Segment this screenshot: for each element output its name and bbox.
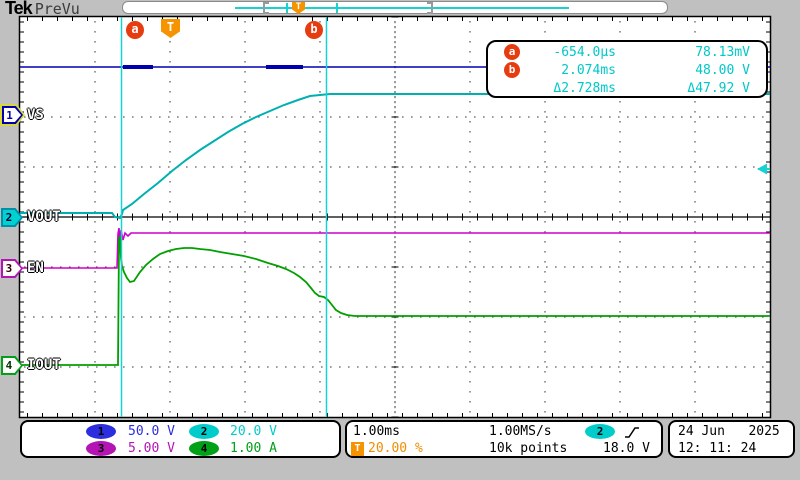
- channel2-ground-marker[interactable]: 2: [1, 208, 23, 227]
- cursor-b-marker[interactable]: b: [305, 21, 323, 39]
- channel1-badge[interactable]: 1: [86, 424, 116, 439]
- cursor-delta-time: Δ2.728ms: [553, 80, 616, 96]
- cursor-delta-value: Δ47.92 V: [687, 80, 750, 96]
- cursor-a-value: 78.13mV: [695, 44, 750, 60]
- channel2-number: 2: [5, 211, 13, 224]
- channel4-number: 4: [5, 359, 13, 372]
- trigger-source-badge[interactable]: 2: [585, 424, 615, 439]
- channel4-badge[interactable]: 4: [189, 441, 219, 456]
- logo: Tek PreVu: [5, 0, 80, 19]
- cursor-b-tick: [336, 3, 338, 13]
- trigger-position-icon-small: T: [351, 442, 364, 456]
- cursor-a-badge: a: [504, 44, 520, 60]
- sample-rate-readout: 1.00MS/s: [489, 424, 552, 439]
- cursor-a-marker[interactable]: a: [126, 21, 144, 39]
- cursor-a-time: -654.0µs: [553, 44, 616, 60]
- horizontal-trigger-box: 1.00ms 1.00MS/s 2 T 20.00 % 10k points 1…: [345, 420, 663, 458]
- acquisition-overview-bar: T: [122, 1, 668, 14]
- channel2-scale: 20.0 V: [230, 424, 277, 439]
- window-bracket-left: [263, 2, 269, 14]
- channel2-label: VOUT: [27, 209, 61, 225]
- cursor-b-badge: b: [504, 62, 520, 78]
- cursor-b-time: 2.074ms: [561, 62, 616, 78]
- cursor-a-row: a -654.0µs 78.13mV: [488, 43, 766, 61]
- channel1-label: VS: [27, 107, 44, 123]
- channel4-label: IOUT: [27, 357, 61, 373]
- timebase-readout: 1.00ms: [353, 424, 400, 439]
- cursor-readout-box: a -654.0µs 78.13mV b 2.074ms 48.00 V Δ2.…: [486, 40, 768, 98]
- time-readout: 12: 11: 24: [678, 441, 757, 456]
- record-length-readout: 10k points: [489, 441, 568, 456]
- channel1-selected-highlight: 1: [0, 104, 25, 126]
- trigger-position-marker[interactable]: T: [161, 19, 180, 38]
- tek-logo: Tek: [5, 0, 33, 18]
- trace-iout-ch4: [20, 235, 770, 366]
- trigger-level-readout: 18.0 V: [603, 441, 650, 456]
- window-bracket-right: [427, 2, 433, 14]
- channel1-number: 1: [6, 108, 13, 122]
- channel1-scale: 50.0 V: [128, 424, 175, 439]
- trigger-level-arrow: [757, 163, 767, 175]
- date-readout: 24 Jun 2025: [678, 424, 780, 439]
- cursor-a-tick: [286, 3, 288, 13]
- datetime-box: 24 Jun 2025 12: 11: 24: [668, 420, 795, 458]
- channel2-badge[interactable]: 2: [189, 424, 219, 439]
- channel3-badge[interactable]: 3: [86, 441, 116, 456]
- trigger-position-readout: 20.00 %: [368, 441, 423, 456]
- cursor-delta-row: Δ2.728ms Δ47.92 V: [488, 79, 766, 97]
- channel1-ground-marker[interactable]: 1: [2, 106, 23, 124]
- rising-edge-icon: [623, 425, 641, 444]
- channel4-ground-marker[interactable]: 4: [1, 356, 23, 375]
- channel3-scale: 5.00 V: [128, 441, 175, 456]
- acquisition-mode-label: PreVu: [34, 0, 80, 18]
- channel4-scale: 1.00 A: [230, 441, 277, 456]
- record-view-line: [235, 7, 569, 9]
- channel3-ground-marker[interactable]: 3: [1, 259, 23, 278]
- trigger-position-icon: T: [292, 2, 305, 14]
- channel3-label: EN: [27, 260, 44, 276]
- cursor-b-row: b 2.074ms 48.00 V: [488, 61, 766, 79]
- cursor-b-value: 48.00 V: [695, 62, 750, 78]
- channel-scales-box: 1 50.0 V 2 20.0 V 3 5.00 V 4 1.00 A: [20, 420, 341, 458]
- channel3-number: 3: [5, 262, 13, 275]
